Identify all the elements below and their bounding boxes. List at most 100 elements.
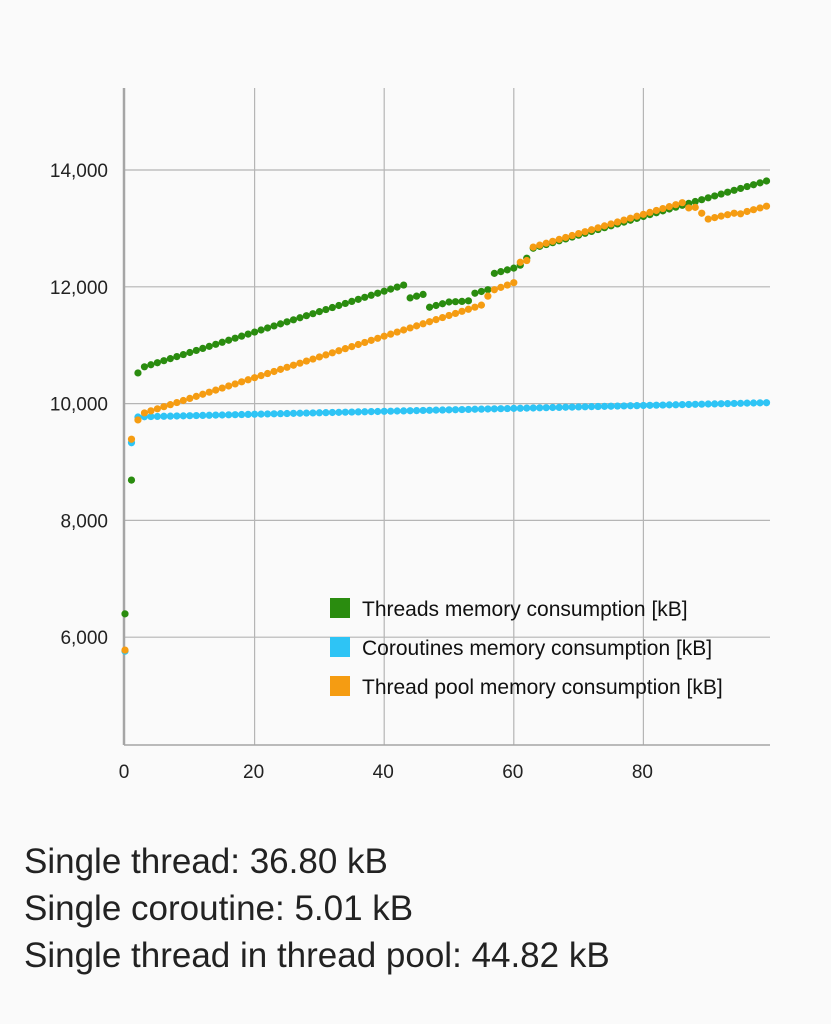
data-point (263, 369, 272, 378)
legend-label: Threads memory consumption [kB] (362, 598, 688, 621)
data-point (762, 399, 771, 407)
data-point (704, 400, 712, 408)
data-point (413, 292, 421, 300)
data-point (263, 324, 272, 332)
data-point (270, 410, 278, 418)
data-point (542, 404, 550, 412)
data-point (724, 211, 732, 219)
data-point (263, 410, 272, 418)
y-tick-label: 10,000 (50, 395, 108, 416)
x-tick-label: 80 (632, 762, 653, 783)
data-point (756, 179, 764, 187)
data-point (419, 320, 427, 328)
data-point (594, 402, 602, 411)
data-point (244, 330, 252, 338)
data-point (361, 293, 369, 301)
data-point (646, 208, 654, 216)
data-point (581, 228, 589, 236)
data-point (523, 404, 531, 412)
data-point (199, 411, 207, 419)
data-point (367, 408, 375, 416)
x-tick-label: 60 (502, 762, 523, 783)
data-point (445, 311, 453, 320)
data-point (633, 402, 641, 410)
data-point (283, 363, 291, 371)
data-point (276, 410, 285, 418)
data-point (393, 407, 401, 415)
data-point (315, 353, 323, 361)
data-point (477, 405, 485, 413)
data-point (160, 403, 168, 411)
stats-panel: Single thread: 36.80 kB Single coroutine… (24, 838, 610, 979)
data-point (549, 403, 557, 412)
legend-swatch (330, 598, 350, 618)
data-point (367, 291, 375, 299)
data-point (639, 210, 648, 218)
data-point (568, 231, 576, 240)
data-point (335, 301, 343, 310)
data-point (717, 190, 725, 198)
data-point (503, 404, 511, 413)
data-point (685, 204, 693, 212)
data-point (166, 355, 174, 363)
data-point (121, 646, 129, 654)
data-point (302, 312, 311, 320)
data-point (600, 402, 609, 410)
legend: Threads memory consumption [kB] Coroutine… (330, 598, 723, 699)
data-point (698, 196, 706, 204)
data-point (678, 199, 686, 207)
data-point (471, 289, 479, 297)
y-tick-label: 6,000 (60, 628, 108, 649)
data-point (225, 336, 233, 344)
data-point (354, 408, 362, 416)
data-point (328, 408, 336, 417)
data-point (749, 181, 758, 189)
data-point (555, 235, 563, 243)
data-point (438, 300, 447, 308)
data-point (413, 322, 421, 330)
data-point (575, 229, 583, 238)
data-point (451, 298, 460, 306)
data-point (179, 412, 187, 420)
data-point (283, 318, 291, 326)
x-tick-label: 20 (243, 762, 264, 783)
data-point (387, 285, 395, 293)
data-point (587, 226, 596, 234)
data-point (244, 376, 252, 384)
data-point (335, 347, 343, 355)
data-point (626, 402, 635, 410)
data-point (186, 394, 194, 403)
data-point (691, 203, 699, 211)
data-point (296, 314, 304, 322)
data-point (490, 405, 498, 413)
data-point (698, 209, 706, 217)
data-point (607, 402, 615, 410)
data-point (153, 359, 161, 367)
data-point (400, 407, 408, 415)
data-point (251, 410, 259, 418)
data-point (393, 328, 401, 336)
data-point (199, 344, 207, 353)
data-point (626, 214, 635, 222)
data-point (225, 382, 233, 390)
data-point (244, 410, 252, 419)
data-point (387, 330, 395, 338)
legend-label: Coroutines memory consumption [kB] (362, 637, 712, 660)
single-coroutine-stat: Single coroutine: 5.01 kB (24, 889, 414, 928)
x-tick-label: 40 (373, 762, 394, 783)
data-point (743, 207, 751, 216)
data-point (309, 310, 317, 318)
data-point (147, 407, 155, 415)
data-point (212, 386, 220, 394)
data-point (490, 269, 498, 277)
data-point (620, 216, 628, 224)
data-point (348, 408, 356, 416)
data-point (490, 286, 498, 294)
data-point (348, 343, 356, 351)
data-point (309, 409, 317, 417)
data-point (270, 367, 278, 376)
data-point (458, 405, 466, 414)
data-point (691, 400, 699, 408)
legend-swatch (330, 676, 350, 696)
data-point (451, 309, 460, 318)
